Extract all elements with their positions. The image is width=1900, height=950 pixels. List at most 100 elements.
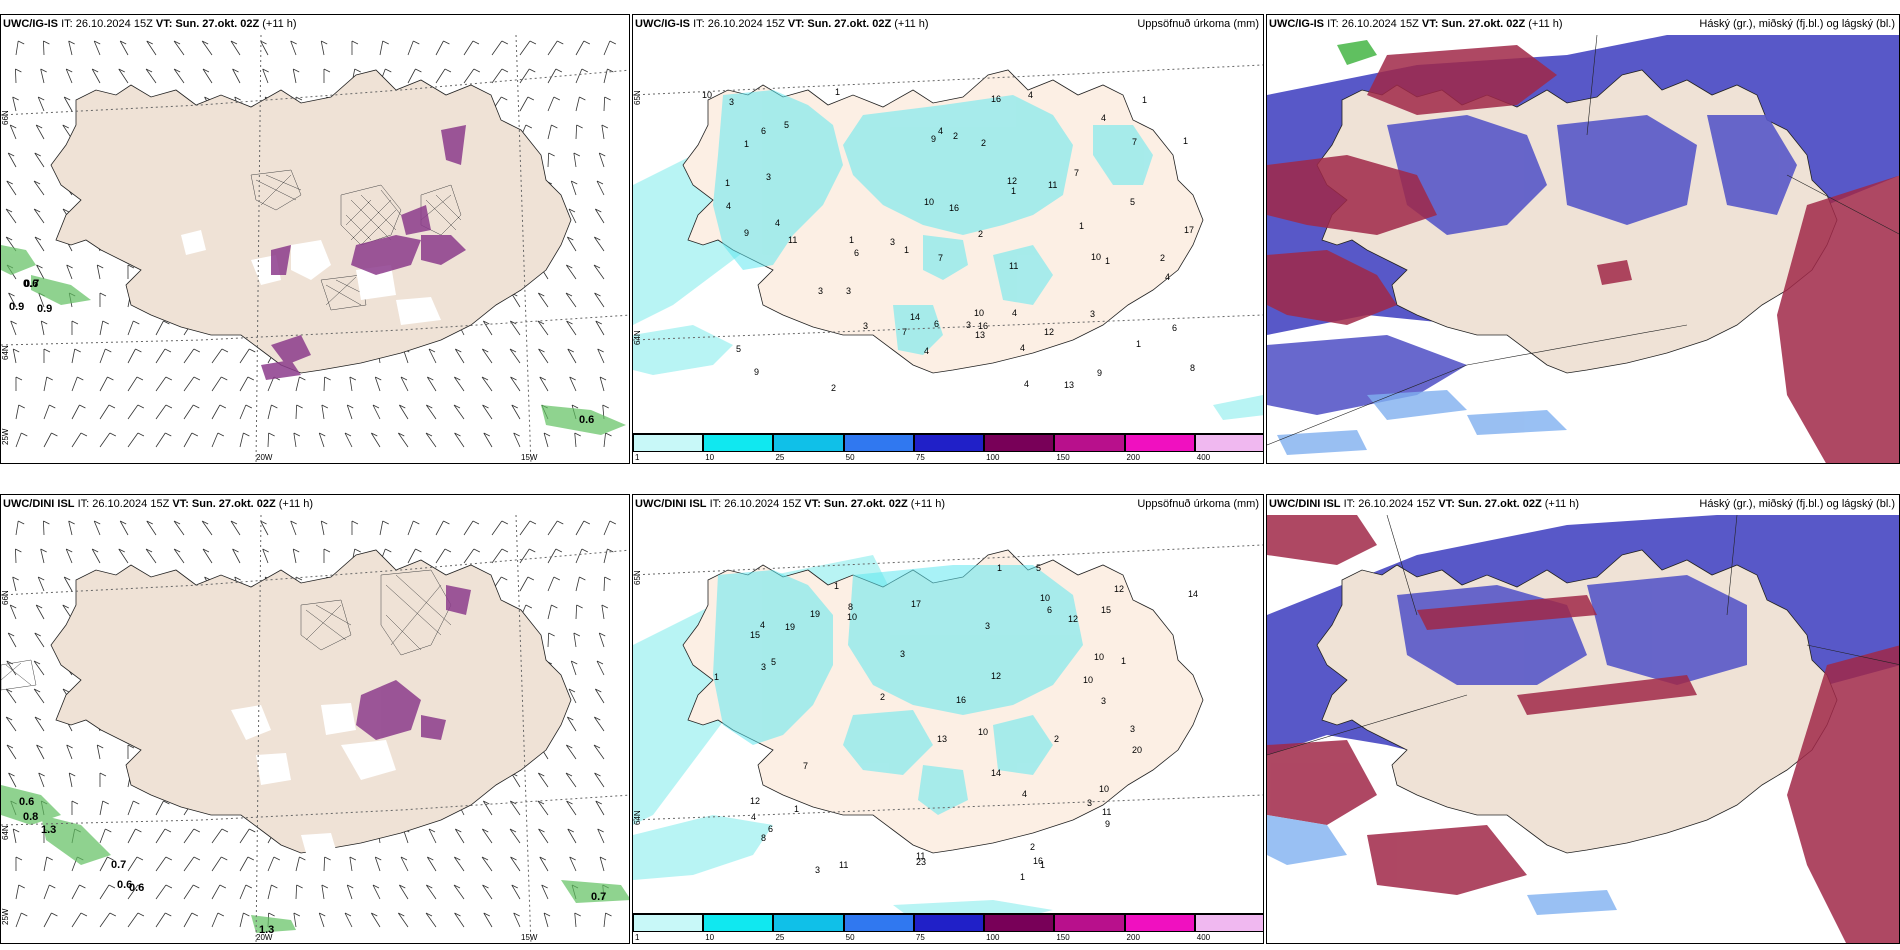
precip-value: 9 bbox=[931, 134, 936, 144]
legend-tick-label: 10 bbox=[705, 453, 715, 462]
lat-label: 66N bbox=[1, 110, 10, 125]
wind-barb bbox=[400, 856, 409, 872]
wind-barb bbox=[127, 404, 145, 420]
wind-barb bbox=[453, 376, 465, 392]
wind-barb bbox=[71, 912, 88, 928]
wind-barb bbox=[601, 604, 609, 620]
wind-barb bbox=[574, 912, 581, 928]
wind-barb bbox=[66, 264, 73, 280]
precip-value: 3 bbox=[1090, 309, 1095, 319]
model-name: UWC/IG-IS bbox=[3, 18, 58, 30]
precip-value: 2 bbox=[978, 229, 983, 239]
wind-barb bbox=[510, 376, 521, 392]
wind-barb bbox=[43, 912, 58, 928]
precip-value: 1 bbox=[1121, 656, 1126, 666]
wind-barb bbox=[239, 376, 255, 392]
wind-barb bbox=[118, 68, 129, 84]
precip-value: 11 bbox=[1048, 180, 1057, 190]
precip-value: 7 bbox=[1074, 168, 1079, 178]
wind-barb bbox=[211, 404, 227, 420]
precip-value: 2 bbox=[953, 131, 958, 141]
model-name: UWC/IG-IS bbox=[1269, 18, 1324, 30]
legend-swatch bbox=[843, 434, 914, 452]
wind-barb bbox=[481, 376, 493, 392]
wind-barb bbox=[321, 404, 329, 420]
wind-barb bbox=[482, 800, 493, 816]
wind-barb bbox=[15, 912, 28, 928]
value-label: 0.8 bbox=[23, 811, 38, 823]
wind-barb bbox=[40, 320, 48, 336]
wind-barb bbox=[155, 432, 172, 448]
precip-value: 4 bbox=[924, 346, 929, 356]
wind-barb bbox=[435, 68, 452, 84]
wind-barb bbox=[483, 912, 493, 928]
cloud-high-layer bbox=[1267, 515, 1899, 943]
precip-map: 1101615158913101265731110108431322191412… bbox=[633, 544, 1263, 920]
wind-barb bbox=[155, 828, 172, 844]
precip-value: 1 bbox=[1142, 95, 1147, 105]
legend-tick-label: 100 bbox=[986, 453, 1000, 462]
precip-value: 1 bbox=[1183, 136, 1188, 146]
precip-value: 11 bbox=[916, 851, 925, 861]
precip-value: 3 bbox=[863, 321, 868, 331]
wind-barb bbox=[33, 180, 45, 196]
precip-value: 1 bbox=[1011, 186, 1016, 196]
wind-barb bbox=[201, 520, 213, 536]
precip-value: 14 bbox=[910, 312, 920, 322]
wind-barb bbox=[118, 548, 129, 564]
wind-barb bbox=[547, 96, 561, 112]
wind-barb bbox=[293, 912, 301, 928]
wind-barb bbox=[543, 432, 551, 448]
precip-value: 10 bbox=[924, 197, 934, 207]
precip-value: 16 bbox=[956, 695, 966, 705]
wind-barb bbox=[566, 800, 577, 816]
precip-value: 1 bbox=[1020, 872, 1025, 882]
wind-barb bbox=[15, 520, 25, 536]
wind-barb bbox=[537, 320, 549, 336]
wind-barb bbox=[71, 320, 79, 336]
precip-value: 13 bbox=[975, 330, 985, 340]
precip-legend bbox=[633, 913, 1263, 934]
precip-value: 3 bbox=[1087, 798, 1092, 808]
wind-barb bbox=[211, 884, 227, 900]
wind-barb bbox=[594, 208, 605, 224]
precip-value: 2 bbox=[831, 383, 836, 393]
precip-value: 4 bbox=[1028, 90, 1033, 100]
wind-barb bbox=[519, 68, 536, 84]
precip-value: 4 bbox=[1012, 308, 1017, 318]
precip-value: 10 bbox=[1094, 652, 1104, 662]
wind-barb bbox=[425, 404, 437, 420]
wind-barb bbox=[491, 520, 509, 536]
legend-swatch bbox=[1194, 434, 1263, 452]
lead-time: (+11 h) bbox=[262, 18, 297, 30]
wind-map: 0.6 0.8 1.3 0.7 0.6 0.6 0.7 1.3 bbox=[1, 515, 629, 943]
precip-value: 1 bbox=[997, 563, 1002, 573]
wind-barb bbox=[65, 548, 73, 564]
precip-value: 15 bbox=[1101, 605, 1111, 615]
wind-barb bbox=[127, 432, 145, 448]
wind-barb bbox=[36, 744, 45, 760]
precip-ocean-band bbox=[633, 815, 773, 880]
precip-value: 7 bbox=[1132, 137, 1137, 147]
white-gaps bbox=[231, 703, 396, 853]
wind-barb bbox=[567, 828, 577, 844]
wind-barb bbox=[43, 404, 56, 420]
wind-barb bbox=[454, 828, 465, 844]
panel-header: UWC/IG-IS IT: 26.10.2024 15Z VT: Sun. 27… bbox=[3, 18, 297, 30]
wind-barb bbox=[547, 548, 563, 564]
wind-barb bbox=[155, 320, 170, 336]
wind-barb bbox=[593, 236, 605, 252]
wind-barb bbox=[183, 376, 201, 392]
legend-tick-label: 1 bbox=[635, 453, 640, 462]
precip-value: 2 bbox=[880, 692, 885, 702]
wind-barb bbox=[155, 800, 170, 816]
precip-value: 1 bbox=[794, 804, 799, 814]
legend-ticks: 1 10 25 50 75 100 150 200 400 bbox=[633, 933, 1263, 943]
precip-value: 4 bbox=[1022, 789, 1027, 799]
wind-barb bbox=[99, 828, 112, 844]
graticule bbox=[1, 35, 629, 463]
wind-barb bbox=[575, 68, 589, 84]
precip-value: 14 bbox=[991, 768, 1001, 778]
wind-barb bbox=[370, 432, 381, 448]
